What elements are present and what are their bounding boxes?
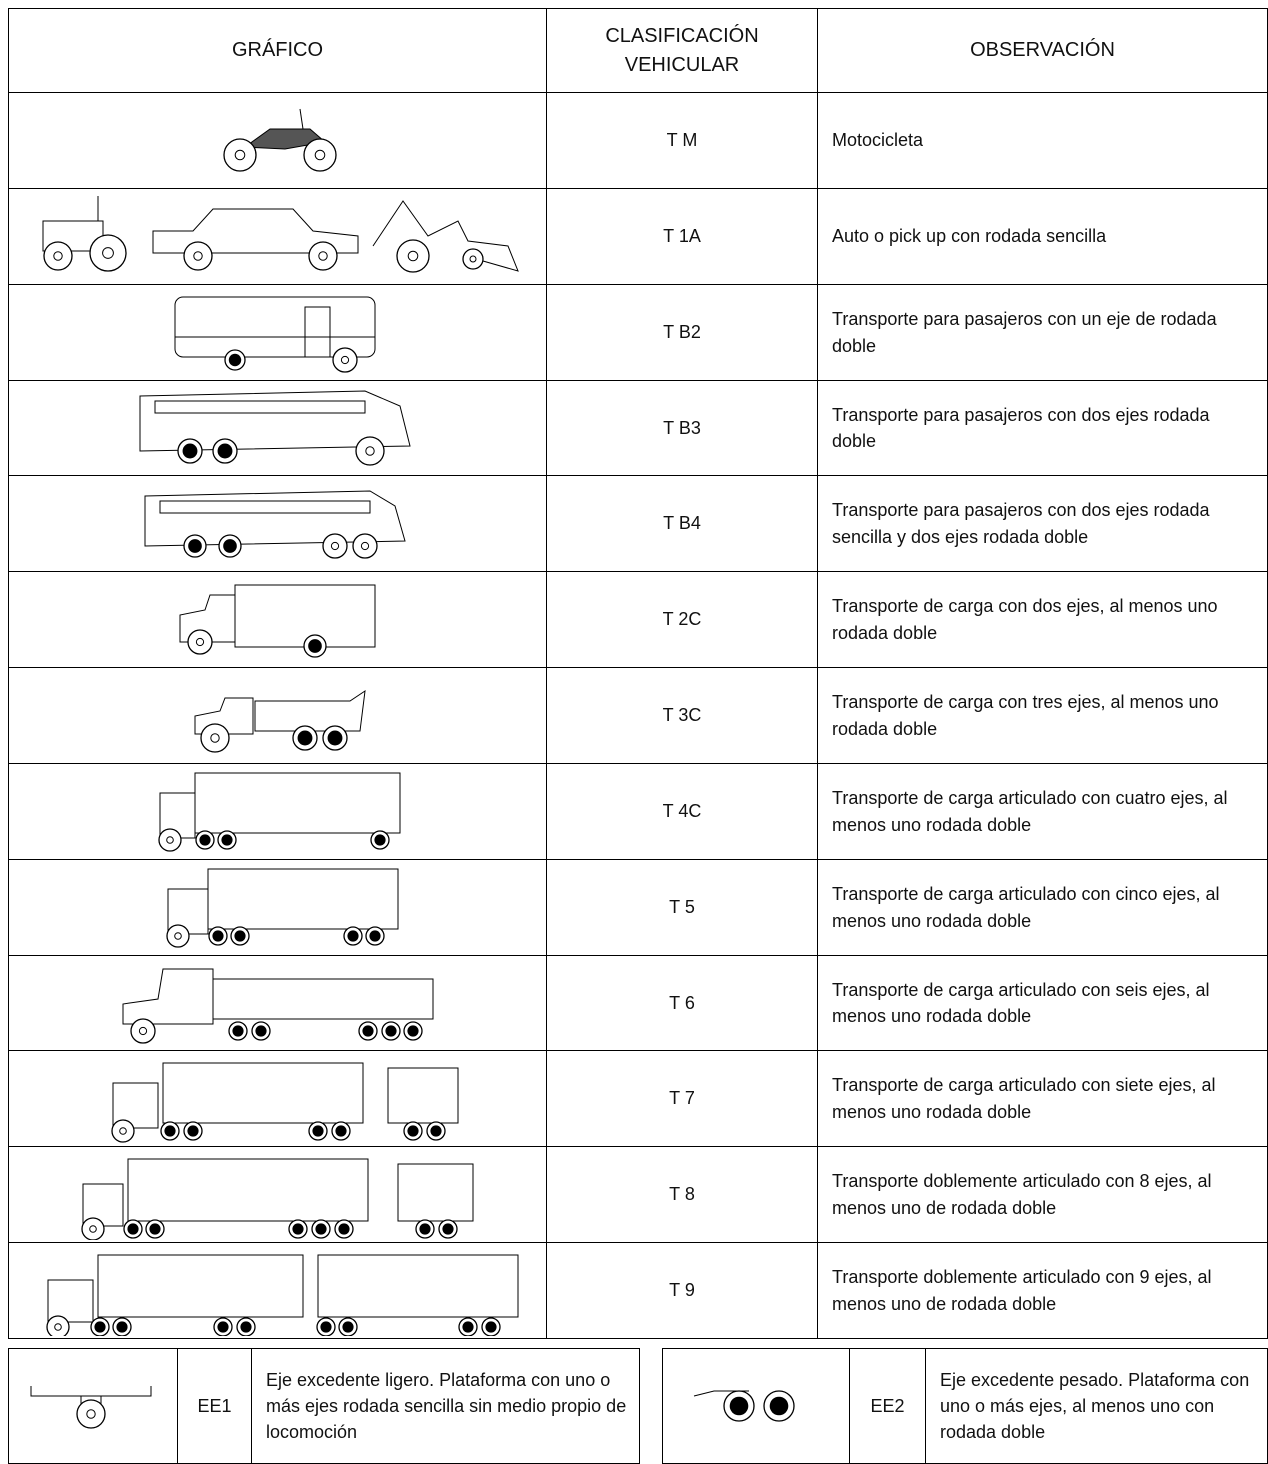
vehicle-icon (80, 1158, 473, 1240)
classification-cell-text: T B3 (663, 417, 701, 438)
vehicle-icon (139, 389, 411, 466)
classification-cell-text: T 9 (669, 1280, 695, 1301)
observation-cell: Transporte para pasajeros con dos ejes r… (817, 475, 1268, 572)
graphic-cell (8, 1146, 547, 1243)
vehicle-icon (179, 584, 376, 658)
observation-cell-text: Transporte de carga con tres ejes, al me… (832, 692, 1219, 739)
vehicle-icon (30, 1386, 151, 1429)
classification-cell: T 8 (546, 1146, 818, 1243)
observation-cell-text: Transporte para pasajeros con dos ejes r… (832, 404, 1210, 451)
graphic-cell (8, 284, 547, 381)
classification-cell-text: T 5 (669, 897, 695, 918)
observation-cell-text: Transporte de carga articulado con siete… (832, 1075, 1216, 1122)
extra-code: EE1 (177, 1348, 252, 1464)
extra-description-text: Eje excedente pesado. Plataforma con uno… (940, 1369, 1250, 1443)
observation-cell: Transporte para pasajeros con dos ejes r… (817, 380, 1268, 476)
classification-cell: T M (546, 92, 818, 189)
observation-cell: Transporte de carga articulado con siete… (817, 1050, 1268, 1147)
extra-code-text: EE2 (870, 1395, 905, 1416)
observation-cell: Transporte de carga con tres ejes, al me… (817, 667, 1268, 764)
vehicle-icon (693, 1390, 795, 1422)
vehicle-icon (144, 490, 406, 559)
classification-cell-text: T B4 (663, 513, 701, 534)
observation-cell: Transporte de carga articulado con seis … (817, 955, 1268, 1051)
classification-cell: T 4C (546, 763, 818, 860)
extra-graphic (662, 1348, 850, 1464)
vehicle-icon (110, 1062, 458, 1143)
observation-cell-text: Motocicleta (832, 130, 924, 151)
vehicle-icon (45, 1254, 518, 1336)
classification-cell-text: T 3C (662, 705, 702, 726)
classification-cell-text: T 7 (669, 1088, 695, 1109)
observation-cell: Transporte doblemente articulado con 8 e… (817, 1146, 1268, 1243)
observation-cell-text: Transporte de carga con dos ejes, al men… (832, 596, 1218, 643)
classification-cell: T 3C (546, 667, 818, 764)
classification-cell: T B4 (546, 475, 818, 572)
column-header: CLASIFICACIÓN VEHICULAR (546, 8, 818, 93)
observation-cell: Transporte de carga articulado con cuatr… (817, 763, 1268, 860)
vehicle-icon (158, 772, 401, 852)
graphic-cell (8, 475, 547, 572)
classification-cell: T 9 (546, 1242, 818, 1339)
classification-cell-text: T 1A (663, 226, 701, 247)
classification-cell: T 2C (546, 571, 818, 668)
classification-cell: T 5 (546, 859, 818, 956)
vehicle-icon (42, 196, 519, 273)
observation-cell: Transporte para pasajeros con un eje de … (817, 284, 1268, 381)
column-header-text: OBSERVACIÓN (970, 39, 1115, 61)
observation-cell-text: Transporte de carga articulado con cinco… (832, 884, 1220, 931)
classification-cell-text: T B2 (663, 322, 701, 343)
classification-cell-text: T 4C (662, 801, 702, 822)
graphic-cell (8, 955, 547, 1051)
vehicle-icon (194, 689, 366, 753)
observation-cell: Auto o pick up con rodada sencilla (817, 188, 1268, 285)
classification-cell: T 7 (546, 1050, 818, 1147)
observation-cell: Transporte de carga con dos ejes, al men… (817, 571, 1268, 668)
classification-cell-text: T M (666, 130, 698, 151)
observation-cell-text: Transporte de carga articulado con cuatr… (832, 788, 1228, 835)
graphic-cell (8, 92, 547, 189)
vehicle-icon (165, 868, 398, 948)
extra-description: Eje excedente pesado. Plataforma con uno… (925, 1348, 1268, 1464)
column-header-text: GRÁFICO (231, 39, 324, 61)
extra-code: EE2 (849, 1348, 926, 1464)
observation-cell-text: Transporte para pasajeros con dos ejes r… (832, 500, 1210, 547)
vehicle-icon (122, 968, 433, 1044)
extra-description: Eje excedente ligero. Plataforma con uno… (251, 1348, 640, 1464)
vehicle-icon (174, 296, 376, 373)
column-header: OBSERVACIÓN (817, 8, 1268, 93)
column-header: GRÁFICO (8, 8, 547, 93)
graphic-cell (8, 380, 547, 476)
observation-cell: Transporte doblemente articulado con 9 e… (817, 1242, 1268, 1339)
observation-cell-text: Auto o pick up con rodada sencilla (832, 226, 1107, 247)
graphic-cell (8, 763, 547, 860)
observation-cell-text: Transporte para pasajeros con un eje de … (832, 309, 1217, 356)
extra-code-text: EE1 (197, 1395, 232, 1416)
classification-cell: T 1A (546, 188, 818, 285)
column-header-text: CLASIFICACIÓN VEHICULAR (605, 24, 759, 76)
classification-cell-text: T 2C (662, 609, 702, 630)
classification-cell: T B2 (546, 284, 818, 381)
graphic-cell (8, 859, 547, 956)
observation-cell: Motocicleta (817, 92, 1268, 189)
classification-cell-text: T 6 (669, 992, 695, 1013)
observation-cell-text: Transporte doblemente articulado con 8 e… (832, 1171, 1212, 1218)
graphic-cell (8, 188, 547, 285)
extra-description-text: Eje excedente ligero. Plataforma con uno… (266, 1369, 627, 1443)
graphic-cell (8, 1050, 547, 1147)
graphic-cell (8, 667, 547, 764)
vehicle-icon (223, 108, 337, 172)
classification-cell: T 6 (546, 955, 818, 1051)
extra-graphic (8, 1348, 178, 1464)
observation-cell-text: Transporte de carga articulado con seis … (832, 979, 1210, 1026)
graphic-cell (8, 571, 547, 668)
observation-cell-text: Transporte doblemente articulado con 9 e… (832, 1267, 1212, 1314)
classification-cell-text: T 8 (669, 1184, 695, 1205)
graphic-cell (8, 1242, 547, 1339)
classification-cell: T B3 (546, 380, 818, 476)
observation-cell: Transporte de carga articulado con cinco… (817, 859, 1268, 956)
